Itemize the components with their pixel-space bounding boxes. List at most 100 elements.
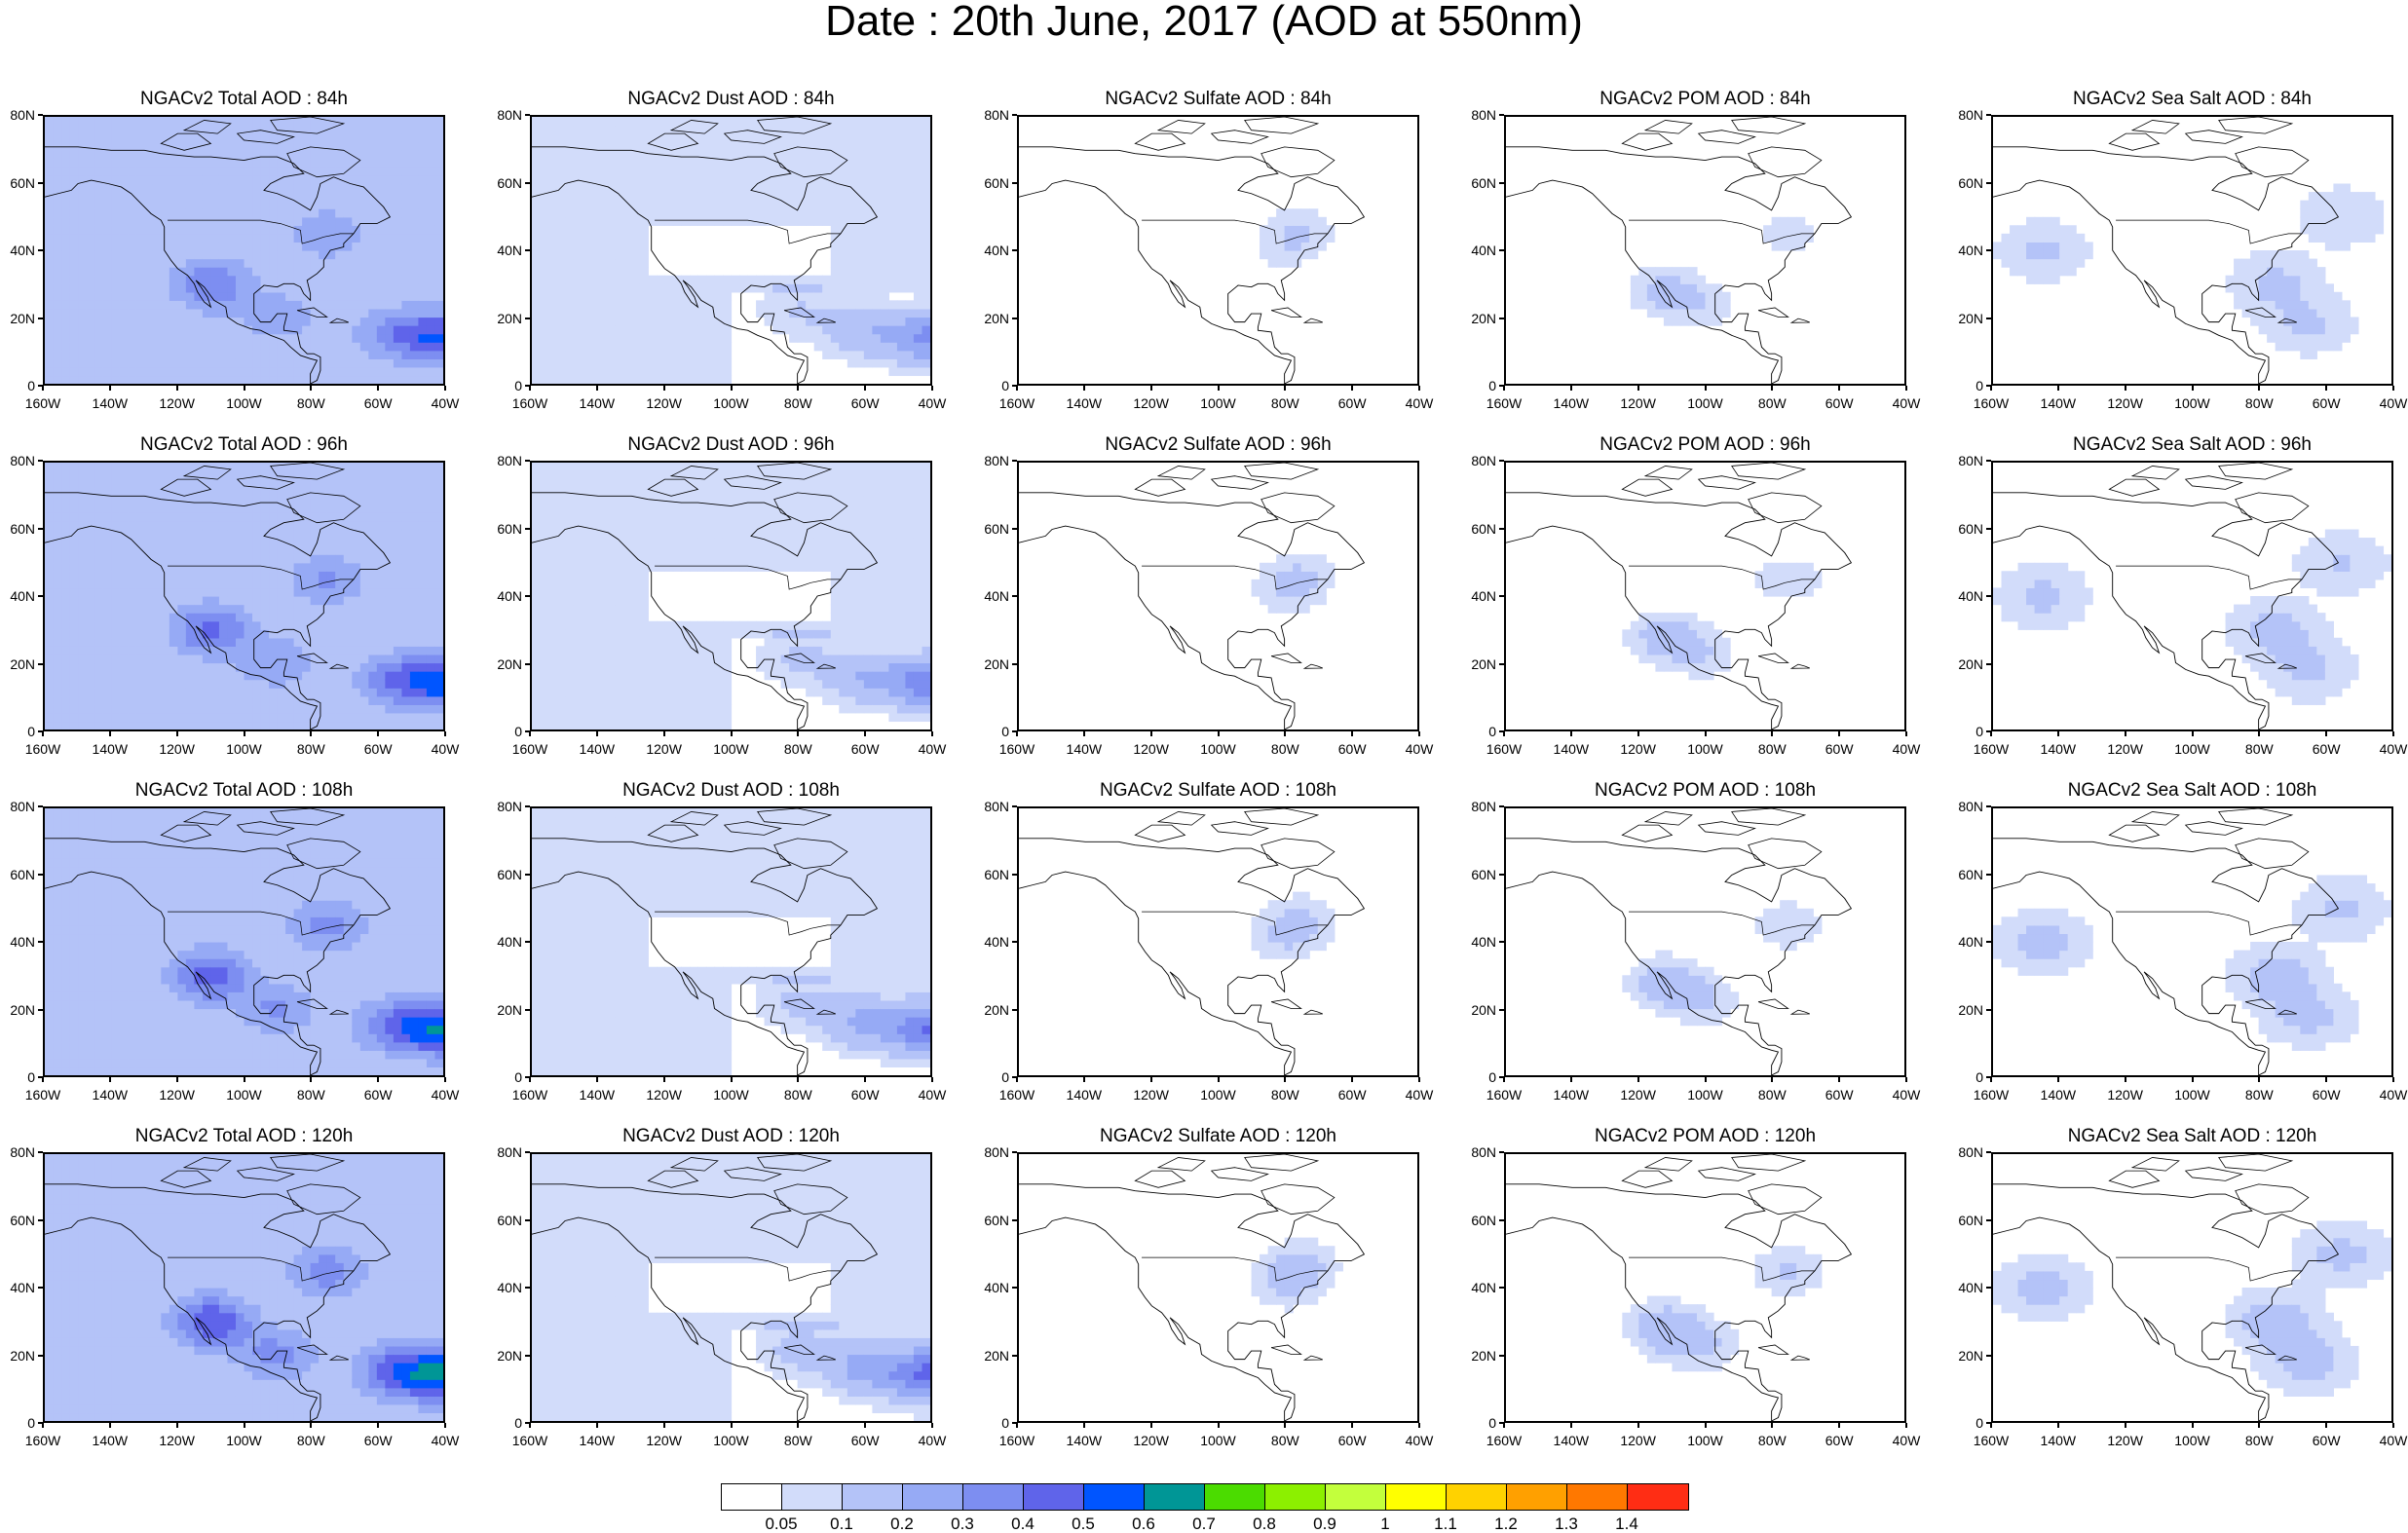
aod-cell (1631, 276, 1639, 284)
aod-cell (136, 721, 145, 729)
aod-cell (2076, 259, 2085, 268)
aod-cell (914, 192, 922, 201)
aod-cell (194, 613, 203, 621)
lat-tick-label: 80N (0, 454, 35, 467)
aod-cell (2325, 342, 2334, 351)
aod-cell (922, 351, 930, 359)
aod-cell (2234, 292, 2242, 301)
aod-cell (598, 367, 607, 376)
aod-cell (922, 267, 930, 276)
aod-cell (136, 175, 145, 184)
aod-cell (153, 267, 162, 276)
aod-cell (410, 351, 419, 359)
aod-cell (294, 696, 303, 705)
aod-cell (194, 267, 203, 276)
aod-cell (203, 680, 211, 689)
aod-cell (344, 358, 353, 367)
aod-cell (302, 133, 311, 142)
aod-cell (87, 267, 95, 276)
aod-cell (78, 225, 87, 234)
aod-cell (2242, 267, 2251, 276)
aod-cell (706, 167, 715, 175)
aod-cell (87, 342, 95, 351)
aod-cell (723, 375, 732, 384)
aod-cell (607, 292, 616, 301)
island-outline (1271, 308, 1301, 318)
aod-cell (657, 358, 665, 367)
panel-title: NGACv2 Total AOD : 84h (1, 90, 488, 109)
aod-cell (186, 521, 195, 530)
aod-cell (855, 250, 864, 259)
aod-cell (169, 521, 178, 530)
aod-cell (615, 358, 623, 367)
aod-cell (2333, 292, 2342, 301)
aod-cell (765, 217, 773, 226)
aod-cell (111, 505, 120, 513)
aod-cell (385, 496, 394, 505)
aod-cell (278, 554, 286, 563)
aod-cell (177, 192, 186, 201)
aod-cell (385, 309, 394, 318)
lat-tick-label: 0 (0, 379, 35, 393)
aod-cell (401, 250, 410, 259)
aod-cell (427, 663, 435, 672)
aod-cell (377, 505, 386, 513)
aod-cell (61, 201, 70, 209)
aod-cell (144, 505, 153, 513)
aod-cell (78, 208, 87, 217)
aod-cell (194, 309, 203, 318)
aod-cell (177, 309, 186, 318)
aod-cell (697, 142, 706, 151)
aod-cell (385, 505, 394, 513)
aod-cell (261, 512, 270, 521)
aod-cell (261, 479, 270, 488)
aod-cell (648, 142, 657, 151)
aod-cell (2043, 234, 2051, 243)
aod-cell (434, 318, 443, 326)
aod-cell (798, 150, 807, 159)
aod-cell (855, 184, 864, 193)
aod-cell (598, 117, 607, 126)
lon-tick (1990, 386, 1992, 391)
aod-cell (697, 342, 706, 351)
aod-cell (615, 150, 623, 159)
aod-cell (352, 587, 360, 596)
aod-cell (78, 538, 87, 546)
aod-cell (2375, 217, 2384, 226)
aod-cell (144, 325, 153, 334)
aod-cell (360, 318, 369, 326)
aod-cell (434, 367, 443, 376)
aod-cell (103, 309, 112, 318)
aod-cell (631, 342, 640, 351)
aod-cell (623, 276, 632, 284)
aod-cell (831, 309, 840, 318)
aod-cell (94, 283, 103, 292)
aod-cell (2242, 259, 2251, 268)
aod-cell (285, 596, 294, 605)
aod-cell (598, 375, 607, 384)
aod-cell (557, 342, 566, 351)
aod-cell (360, 721, 369, 729)
aod-cell (831, 142, 840, 151)
aod-cell (598, 159, 607, 168)
aod-cell (2300, 300, 2309, 309)
aod-cell (269, 309, 278, 318)
aod-cell (2316, 267, 2325, 276)
aod-cell (914, 283, 922, 292)
aod-cell (144, 646, 153, 654)
lon-tick-label: 140W (573, 396, 621, 410)
aod-cell (194, 596, 203, 605)
aod-cell (574, 217, 583, 226)
aod-cell (87, 167, 95, 175)
aod-cell (236, 276, 245, 284)
aod-cell (385, 325, 394, 334)
aod-cell (269, 375, 278, 384)
aod-cell (70, 375, 79, 384)
aod-cell (881, 276, 889, 284)
aod-cell (756, 276, 765, 284)
aod-cell (236, 167, 245, 175)
aod-cell (261, 225, 270, 234)
aod-cell (352, 629, 360, 638)
aod-cell (94, 117, 103, 126)
aod-cell (245, 704, 253, 713)
